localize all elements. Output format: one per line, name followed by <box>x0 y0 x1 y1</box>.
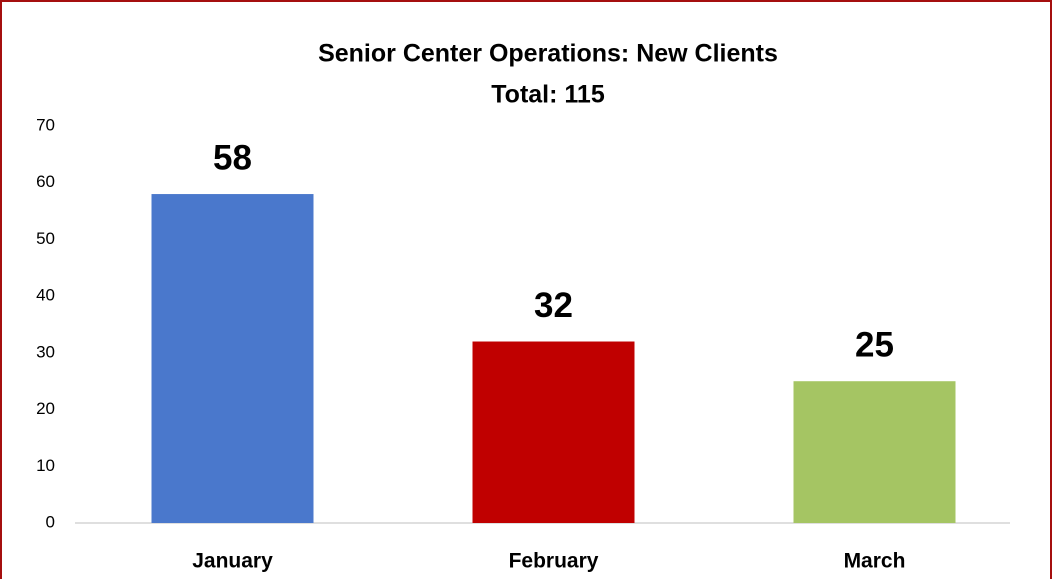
data-label: 32 <box>534 286 573 325</box>
y-tick-label: 50 <box>36 229 55 248</box>
y-tick-label: 20 <box>36 399 55 418</box>
y-tick-label: 0 <box>46 512 55 531</box>
x-tick-label: February <box>509 550 599 573</box>
x-tick-label: January <box>192 550 273 573</box>
y-tick-label: 40 <box>36 286 55 305</box>
y-tick-label: 30 <box>36 342 55 361</box>
y-tick-label: 10 <box>36 456 55 475</box>
bar <box>472 341 635 523</box>
data-label: 58 <box>213 138 252 177</box>
chart-subtitle: Total: 115 <box>491 81 605 109</box>
x-tick-label: March <box>844 550 906 573</box>
bar <box>151 194 314 524</box>
data-label: 25 <box>855 325 894 364</box>
chart-title: Senior Center Operations: New Clients <box>318 40 778 68</box>
y-tick-label: 60 <box>36 172 55 191</box>
y-tick-label: 70 <box>36 115 55 134</box>
bar <box>793 381 956 523</box>
